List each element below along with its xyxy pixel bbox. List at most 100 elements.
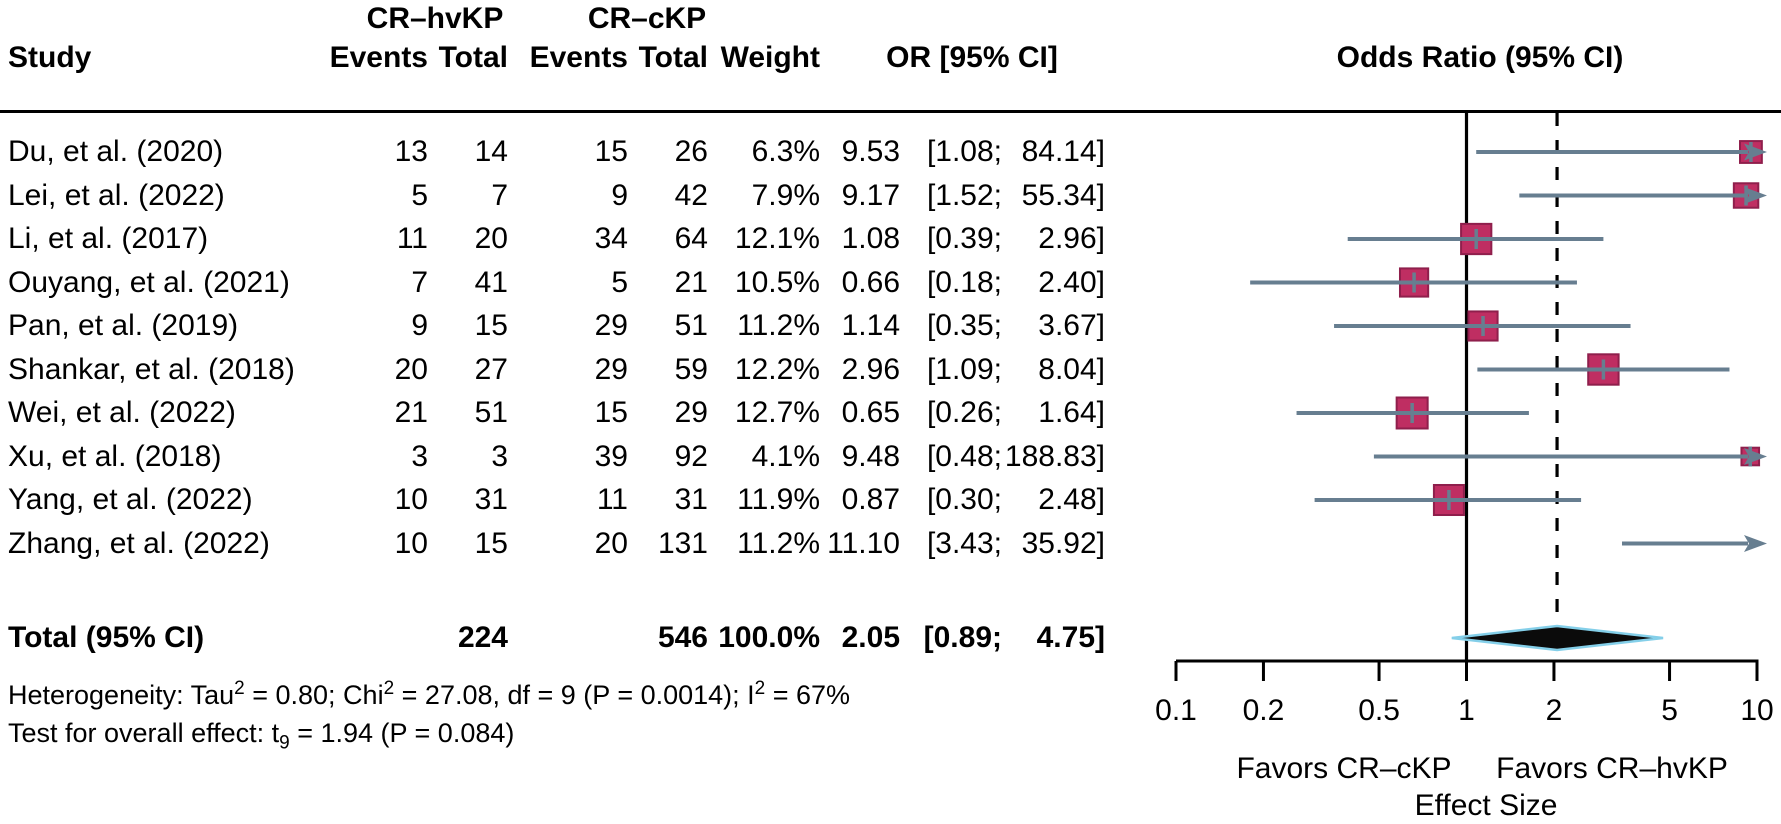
study-name-cell: Du, et al. (2020) <box>8 135 224 168</box>
ci-lower-cell: [0.30; <box>926 483 1002 516</box>
favors-right-label: Favors CR–hvKP <box>1496 752 1728 785</box>
favors-left-label: Favors CR–cKP <box>1236 752 1452 785</box>
total1-cell: 20 <box>474 222 508 255</box>
col-header-or-ci: OR [95% CI] <box>886 41 1058 74</box>
total2-cell: 59 <box>674 352 708 386</box>
weight-cell: 12.2% <box>734 352 820 386</box>
total2-cell: 64 <box>674 222 708 255</box>
events1-cell: 9 <box>411 309 428 342</box>
arrow-head <box>1744 187 1767 204</box>
events1-cell: 11 <box>396 222 428 255</box>
events1-cell: 7 <box>411 265 428 299</box>
study-name-cell: Lei, et al. (2022) <box>8 178 225 212</box>
ci-upper-cell: 35.92] <box>1021 526 1105 560</box>
events1-cell: 10 <box>394 526 428 560</box>
weight-cell: 11.9% <box>737 483 820 516</box>
superscript: 2 <box>383 678 395 699</box>
group-header-cr-ckp: CR–cKP <box>587 2 707 35</box>
total1-sum-cell: 224 <box>457 621 508 654</box>
weight-cell: 11.2% <box>737 309 820 342</box>
total1-cell: 3 <box>491 439 508 473</box>
or-value-cell: 1.08 <box>841 222 900 255</box>
ci-upper-cell: 55.34] <box>1021 178 1105 212</box>
total2-cell: 31 <box>674 483 708 516</box>
study-name-cell: Wei, et al. (2022) <box>8 396 236 429</box>
total-or-cell: 2.05 <box>841 621 900 654</box>
heterogeneity-note: Heterogeneity: Tau2 = 0.80; Chi2 = 27.08… <box>8 678 851 710</box>
axis-tick-label: 0.5 <box>1358 694 1400 727</box>
weight-cell: 12.7% <box>734 396 820 429</box>
header-separator-rule <box>0 110 1781 113</box>
study-name-cell: Ouyang, et al. (2021) <box>8 265 290 299</box>
total-label-cell: Total (95% CI) <box>8 621 205 654</box>
events1-cell: 10 <box>394 483 428 516</box>
total1-cell: 7 <box>491 178 508 212</box>
study-row: Li, et al. (2017) 11 20 34 64 12.1% 1.08 [0.39;… <box>0 218 1781 260</box>
study-row: Shankar, et al. (2018) 20 27 29 59 12.2% 2.96 [… <box>0 349 1781 391</box>
events2-cell: 20 <box>594 526 628 560</box>
weight-cell: 4.1% <box>751 439 820 473</box>
study-name-cell: Yang, et al. (2022) <box>8 483 253 516</box>
total2-cell: 26 <box>674 135 708 168</box>
ci-upper-cell: 1.64] <box>1038 396 1105 429</box>
study-name-cell: Shankar, et al. (2018) <box>8 352 295 386</box>
events1-cell: 21 <box>394 396 428 429</box>
events2-cell: 29 <box>594 352 628 386</box>
total1-cell: 51 <box>474 396 508 429</box>
total2-cell: 29 <box>674 396 708 429</box>
ci-lower-cell: [0.35; <box>926 309 1002 342</box>
study-row: Du, et al. (2020) 13 14 15 26 6.3% 9.53 [1.08; 8… <box>0 131 1781 173</box>
ci-lower-cell: [3.43; <box>926 526 1002 560</box>
col-header-events-2: Events <box>529 41 628 74</box>
study-name-cell: Zhang, et al. (2022) <box>8 526 270 560</box>
or-value-cell: 9.48 <box>841 439 900 473</box>
events1-cell: 3 <box>411 439 428 473</box>
study-row: Xu, et al. (2018) 3 3 39 92 4.1% 9.48 [0.48; 188… <box>0 436 1781 478</box>
ci-upper-cell: 84.14] <box>1021 135 1105 168</box>
study-name-cell: Pan, et al. (2019) <box>8 309 239 342</box>
total1-cell: 41 <box>474 265 508 299</box>
ci-upper-cell: 2.96] <box>1038 222 1105 255</box>
plot-title: Odds Ratio (95% CI) <box>1336 41 1624 74</box>
col-header-events-1: Events <box>329 41 428 74</box>
or-value-cell: 11.10 <box>827 526 900 560</box>
total-row: Total (95% CI) 224 546 100.0% 2.05 [0.89; 4.75… <box>0 617 1781 659</box>
or-value-cell: 0.66 <box>841 265 900 299</box>
total2-sum-cell: 546 <box>657 621 708 654</box>
events2-cell: 29 <box>594 309 628 342</box>
or-value-cell: 2.96 <box>841 352 900 386</box>
ci-lower-cell: [1.09; <box>926 352 1002 386</box>
study-row: Lei, et al. (2022) 5 7 9 42 7.9% 9.17 [1.52; 55.… <box>0 175 1781 217</box>
total1-cell: 27 <box>474 352 508 386</box>
superscript: 2 <box>234 678 245 699</box>
overall-effect-note: Test for overall effect: t9 = 1.94 (P = … <box>8 718 515 754</box>
total2-cell: 131 <box>657 526 708 560</box>
axis-tick-label: 0.1 <box>1155 694 1197 727</box>
ci-upper-cell: 188.83] <box>1004 439 1105 473</box>
col-header-study: Study <box>8 41 92 74</box>
total2-cell: 21 <box>674 265 708 299</box>
total-ci-upper-cell: 4.75] <box>1036 621 1105 654</box>
study-row: Pan, et al. (2019) 9 15 29 51 11.2% 1.14 [0.35;… <box>0 305 1781 347</box>
axis-tick-label: 5 <box>1661 694 1678 727</box>
ci-upper-cell: 2.48] <box>1038 483 1105 516</box>
events2-cell: 11 <box>596 483 628 516</box>
study-name-cell: Li, et al. (2017) <box>8 222 209 255</box>
study-row: Ouyang, et al. (2021) 7 41 5 21 10.5% 0.66 [0.1… <box>0 262 1781 304</box>
or-value-cell: 9.17 <box>841 178 900 212</box>
events1-cell: 13 <box>394 135 428 168</box>
events2-cell: 9 <box>611 178 628 212</box>
total2-cell: 92 <box>674 439 708 473</box>
total2-cell: 42 <box>674 178 708 212</box>
axis-tick-label: 2 <box>1545 694 1563 727</box>
x-axis-title: Effect Size <box>1414 789 1558 822</box>
events1-cell: 20 <box>394 352 428 386</box>
group-header-cr-hvkp: CR–hvKP <box>366 2 504 35</box>
events1-cell: 5 <box>411 178 428 212</box>
or-value-cell: 1.14 <box>841 309 900 342</box>
or-value-cell: 0.87 <box>841 483 900 516</box>
col-header-weight: Weight <box>720 41 820 74</box>
ci-lower-cell: [0.18; <box>926 265 1002 299</box>
superscript: 2 <box>754 678 766 699</box>
